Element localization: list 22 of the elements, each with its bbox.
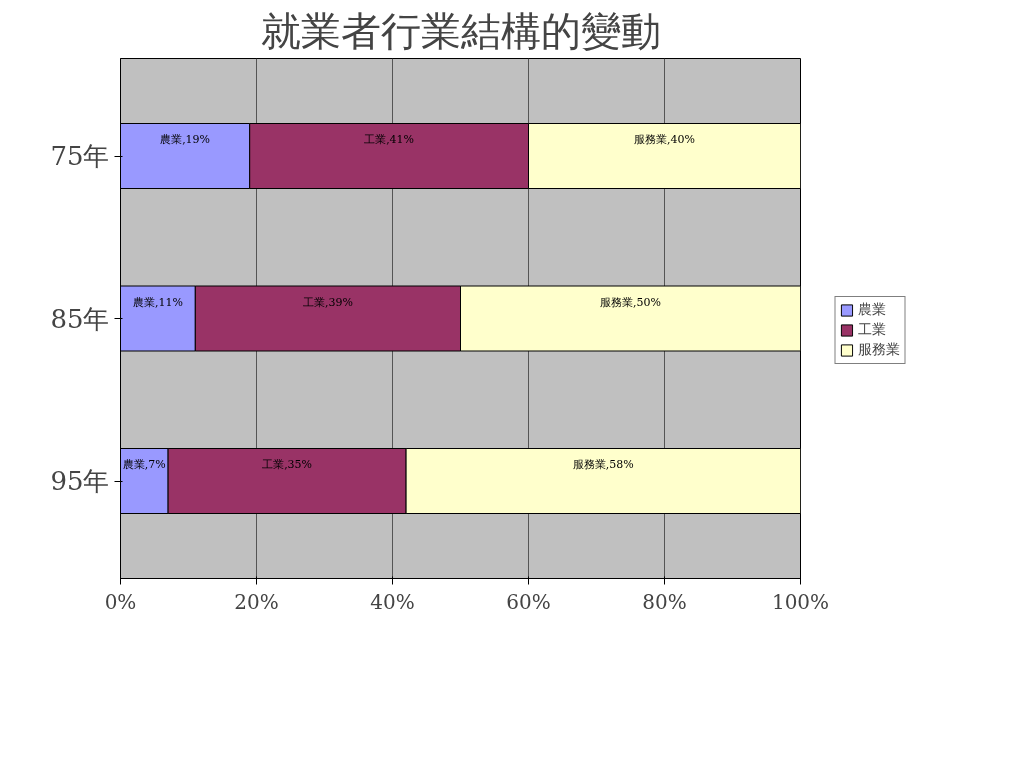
- x-tick-label: 40%: [370, 589, 415, 614]
- x-tick-label: 0%: [104, 589, 137, 614]
- legend-label: 服務業: [858, 341, 901, 359]
- x-tick-label: 100%: [771, 589, 830, 614]
- y-tick-label: 75年: [50, 141, 110, 171]
- data-label: 工業,35%: [262, 458, 313, 472]
- chart-title: 就業者行業結構的變動: [260, 7, 661, 54]
- y-tick-label: 85年: [50, 303, 110, 334]
- x-tick-label: 20%: [234, 589, 279, 614]
- legend-label: 工業: [858, 321, 888, 339]
- data-label: 農業,11%: [132, 295, 183, 309]
- data-label: 服務業,58%: [572, 458, 634, 472]
- data-label: 工業,39%: [302, 295, 353, 309]
- data-label: 農業,19%: [160, 133, 211, 147]
- data-label: 服務業,50%: [600, 295, 661, 309]
- y-tick-label: 95年: [50, 466, 110, 496]
- x-tick-label: 60%: [506, 589, 551, 614]
- legend-label: 農業: [858, 301, 888, 319]
- data-label: 農業,7%: [122, 458, 166, 472]
- x-tick-label: 80%: [642, 589, 687, 614]
- data-label: 工業,41%: [364, 133, 415, 147]
- data-label: 服務業,40%: [634, 133, 695, 147]
